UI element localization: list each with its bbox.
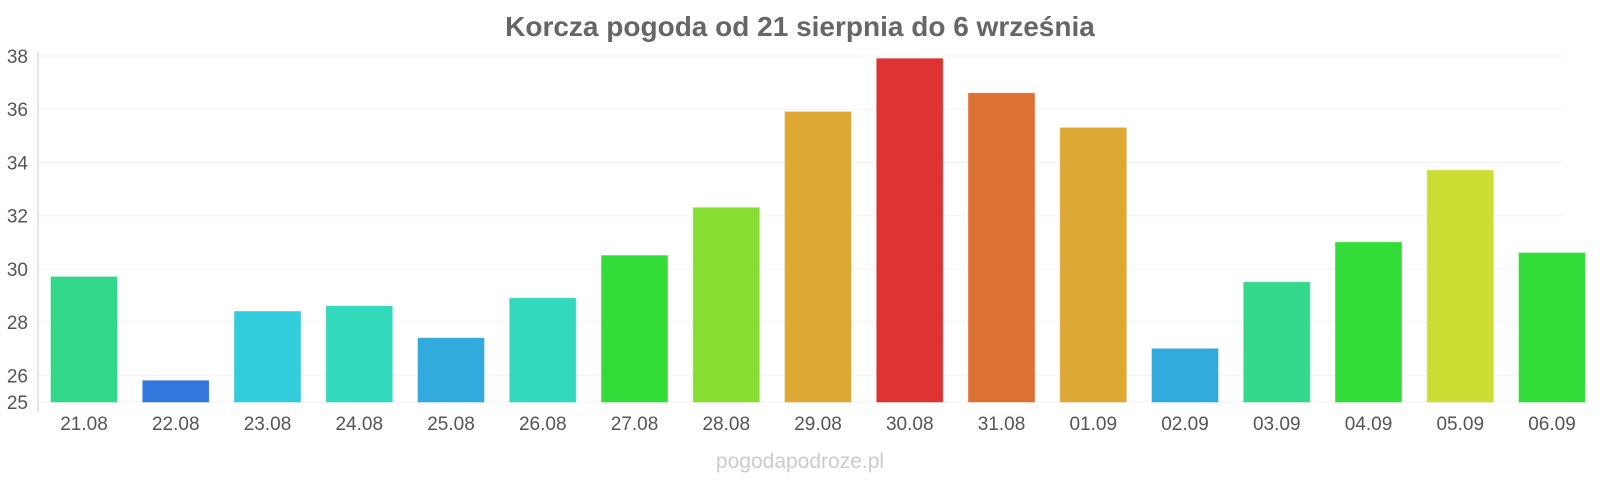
bar-03.09[interactable]: [1243, 281, 1311, 403]
bar-06.09[interactable]: [1518, 252, 1586, 403]
x-tick-label: 26.08: [519, 414, 567, 435]
y-tick-label: 30: [7, 260, 28, 281]
x-tick-label: 04.09: [1345, 414, 1393, 435]
bar-24.08[interactable]: [325, 305, 393, 403]
bar-22.08[interactable]: [142, 380, 210, 403]
x-tick-label: 27.08: [611, 414, 659, 435]
y-tick-label: 34: [7, 153, 29, 174]
x-tick-label: 06.09: [1528, 414, 1576, 435]
chart-title: Korcza pogoda od 21 sierpnia do 6 wrześn…: [505, 11, 1095, 42]
x-tick-label: 25.08: [427, 414, 475, 435]
x-tick-label: 28.08: [702, 414, 750, 435]
bar-28.08[interactable]: [692, 207, 760, 403]
x-tick-label: 01.09: [1069, 414, 1117, 435]
x-axis-ticks: 21.08 22.08 23.08 24.08 25.08 26.08 27.08 28.08…: [60, 414, 1576, 435]
x-tick-label: 31.08: [978, 414, 1026, 435]
x-tick-label: 03.09: [1253, 414, 1301, 435]
y-tick-label: 28: [7, 313, 28, 334]
x-tick-label: 05.09: [1436, 414, 1484, 435]
bar-01.09[interactable]: [1059, 127, 1127, 403]
x-tick-label: 30.08: [886, 414, 934, 435]
bar-30.08[interactable]: [876, 58, 944, 403]
bar-25.08[interactable]: [417, 337, 485, 403]
y-tick-label: 36: [7, 100, 28, 121]
bar-31.08[interactable]: [968, 92, 1035, 403]
x-tick-label: 02.09: [1161, 414, 1209, 435]
bar-29.08[interactable]: [784, 111, 852, 403]
x-tick-label: 22.08: [152, 414, 200, 435]
x-tick-label: 21.08: [60, 414, 108, 435]
y-tick-label: 38: [7, 47, 28, 68]
x-tick-label: 24.08: [335, 414, 383, 435]
x-tick-label: 29.08: [794, 414, 842, 435]
bar-02.09[interactable]: [1151, 348, 1219, 403]
x-tick-label: 23.08: [244, 414, 292, 435]
bar-23.08[interactable]: [234, 311, 301, 403]
bar-05.09[interactable]: [1426, 169, 1494, 403]
y-tick-label: 25: [7, 393, 28, 414]
bar-26.08[interactable]: [509, 297, 577, 403]
bar-04.09[interactable]: [1335, 241, 1402, 403]
y-tick-label: 26: [7, 366, 28, 387]
bars: [50, 58, 1586, 403]
bar-21.08[interactable]: [50, 276, 118, 403]
y-tick-label: 32: [7, 207, 28, 228]
bar-27.08[interactable]: [601, 255, 668, 403]
credit-text: pogodapodroze.pl: [716, 450, 884, 473]
y-axis-ticks: 25 26 28 30 32 34 36 38: [7, 47, 29, 414]
